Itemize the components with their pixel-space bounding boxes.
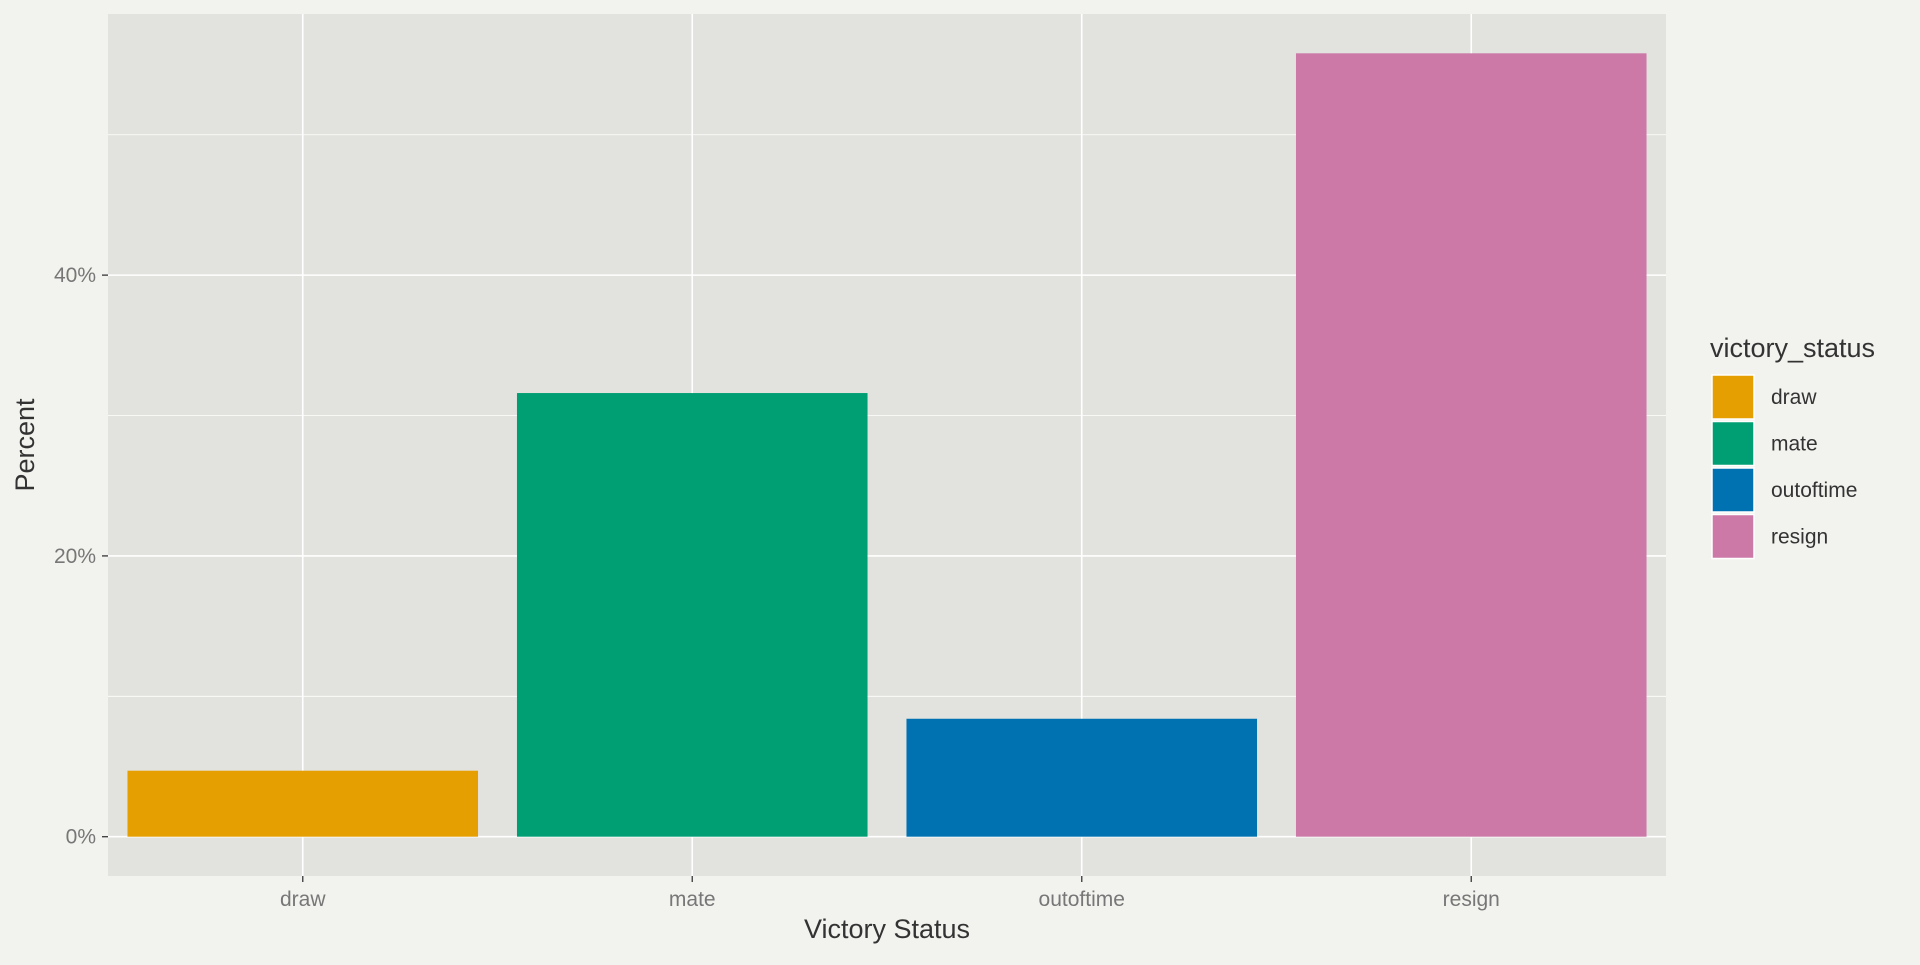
legend-label-mate: mate <box>1771 433 1818 456</box>
legend: victory_status draw mate outoftime resign <box>1710 333 1875 560</box>
bar-mate <box>516 393 868 837</box>
legend-key-outoftime <box>1711 467 1755 513</box>
x-tick-label: outoftime <box>1039 888 1125 911</box>
y-tick-label: 0% <box>66 826 96 849</box>
y-tick-label: 40% <box>54 264 96 287</box>
legend-key-draw <box>1711 374 1755 420</box>
y-tick-label: 20% <box>54 545 96 568</box>
legend-key-resign <box>1711 513 1755 560</box>
x-axis: draw mate outoftime resign <box>280 876 1500 911</box>
y-axis: 0% 20% 40% <box>54 264 108 849</box>
y-axis-title: Percent <box>10 398 40 492</box>
x-tick-label: mate <box>669 888 716 911</box>
legend-label-outoftime: outoftime <box>1771 479 1857 502</box>
x-axis-title: Victory Status <box>804 914 970 944</box>
legend-title: victory_status <box>1710 333 1875 363</box>
legend-items: draw mate outoftime resign <box>1711 374 1857 560</box>
legend-label-draw: draw <box>1771 386 1817 409</box>
legend-key-mate <box>1711 420 1755 467</box>
bar-resign <box>1295 53 1647 837</box>
bar-outoftime <box>906 718 1258 837</box>
bars <box>127 53 1647 837</box>
x-tick-label: resign <box>1443 888 1500 911</box>
x-tick-label: draw <box>280 888 326 911</box>
bar-draw <box>127 770 479 837</box>
legend-label-resign: resign <box>1771 526 1828 549</box>
